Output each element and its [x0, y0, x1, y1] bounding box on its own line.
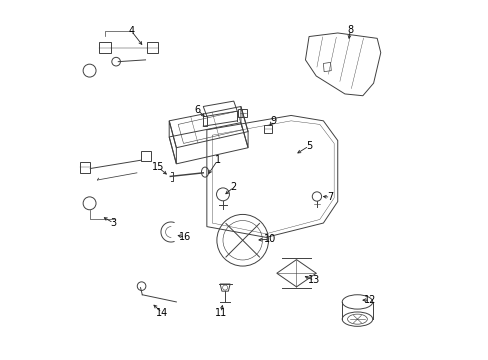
Text: 12: 12 — [363, 295, 375, 305]
Text: 3: 3 — [110, 218, 117, 228]
Text: 14: 14 — [156, 308, 168, 318]
Text: 13: 13 — [307, 275, 320, 285]
Text: 1: 1 — [214, 155, 220, 165]
Text: 7: 7 — [327, 192, 333, 202]
Text: 9: 9 — [269, 116, 276, 126]
Text: 11: 11 — [215, 308, 227, 318]
Text: 5: 5 — [305, 141, 311, 151]
Text: 8: 8 — [346, 25, 353, 35]
Text: 16: 16 — [179, 232, 191, 242]
Text: 10: 10 — [263, 234, 275, 244]
Text: 2: 2 — [230, 182, 236, 192]
Text: 15: 15 — [152, 162, 164, 172]
Text: 6: 6 — [194, 105, 201, 115]
Text: 4: 4 — [128, 26, 134, 36]
